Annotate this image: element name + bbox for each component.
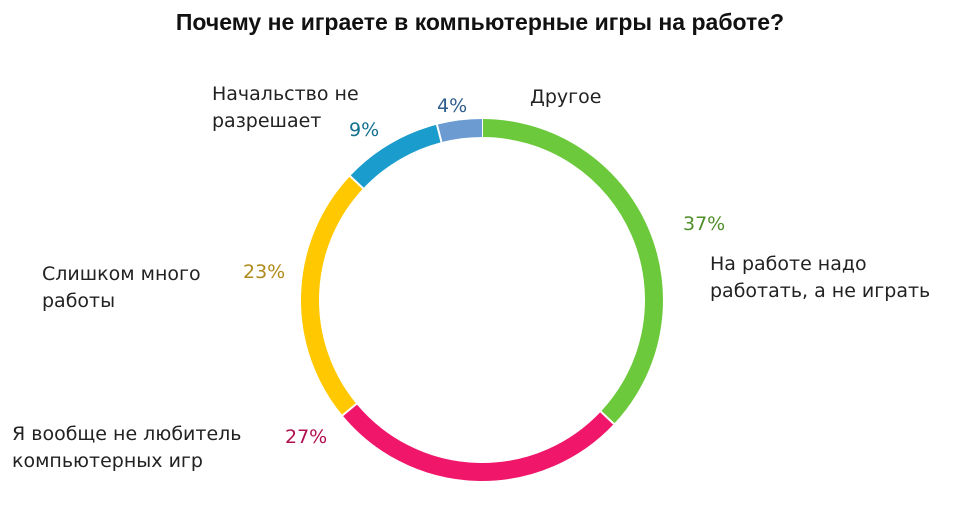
slice-category-line: работать, а не играть <box>710 280 930 302</box>
slice-percent-label-4: 4% <box>437 95 467 117</box>
slice-category-line: работы <box>42 290 115 312</box>
slice-category-label-1: Я вообще не любитель компьютерных игр <box>12 423 241 472</box>
slice-category-line: Начальство не <box>212 83 359 105</box>
slice-percent-label-1: 27% <box>285 426 327 448</box>
ring-slice-1 <box>342 403 614 481</box>
slice-category-label-2: Слишком много работы <box>42 263 201 312</box>
chart-title: Почему не играете в компьютерные игры на… <box>176 9 784 35</box>
ring-slice-2 <box>301 176 364 416</box>
slice-category-line: На работе надо <box>710 253 867 275</box>
slice-category-line: Слишком много <box>42 263 201 285</box>
ring-separator-4 <box>435 123 443 144</box>
slice-category-label-0: На работе надо работать, а не играть <box>710 253 930 302</box>
slice-category-line: Я вообще не любитель <box>12 423 241 445</box>
slice-category-line: Другое <box>530 86 601 108</box>
slice-percent-label-2: 23% <box>243 261 285 283</box>
ring-slice-0 <box>481 119 663 424</box>
slice-category-line: компьютерных игр <box>12 450 203 472</box>
ring-separator-1 <box>599 410 616 426</box>
slice-category-label-4: Другое <box>530 86 601 108</box>
slice-percent-label-3: 9% <box>349 119 379 141</box>
slice-category-line: разрешает <box>212 110 321 132</box>
ring-slice-4 <box>436 119 483 143</box>
ring-separator-2 <box>341 402 358 417</box>
slice-labels: 37% На работе надо работать, а не играть 27… <box>12 83 930 472</box>
ring-segments <box>301 118 663 481</box>
ring-separator-3 <box>348 174 365 190</box>
ring-slice-3 <box>350 124 442 189</box>
slice-percent-label-0: 37% <box>683 213 725 235</box>
slice-category-label-3: Начальство не разрешает <box>212 83 359 132</box>
